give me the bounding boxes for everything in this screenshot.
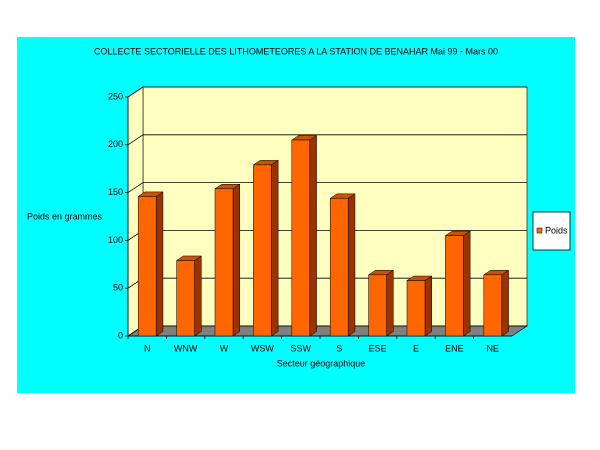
x-tick-label: S (336, 343, 342, 353)
bar-side (386, 269, 394, 337)
bar-side (309, 135, 317, 337)
y-tick-label: 200 (108, 139, 123, 149)
bar-side (424, 275, 432, 337)
y-tick-label: 250 (108, 91, 123, 101)
y-tick-label: 50 (113, 283, 123, 293)
bar-side (347, 193, 356, 337)
bar (214, 188, 234, 337)
legend-label: Poids (545, 225, 568, 235)
bar-side (271, 159, 279, 337)
bar (253, 164, 272, 337)
bar (406, 280, 426, 337)
y-tick-label: 100 (108, 235, 123, 245)
bar-side (155, 191, 164, 337)
bar (176, 260, 195, 337)
grid-line (127, 134, 144, 146)
x-tick-label: NE (487, 343, 500, 353)
bar (137, 196, 157, 337)
x-tick-label: ENE (445, 343, 464, 353)
y-tick-label: 0 (118, 330, 123, 340)
x-tick-label: ESE (369, 343, 387, 353)
bar (483, 274, 503, 337)
x-tick-label: N (144, 343, 151, 353)
grid-line (127, 86, 144, 98)
x-tick-label: WNW (174, 343, 198, 353)
bar (445, 235, 464, 337)
x-tick-label: SSW (291, 343, 312, 353)
bar (368, 274, 387, 337)
bar-side (501, 269, 509, 337)
bar (291, 139, 311, 337)
bar (329, 198, 349, 337)
y-tick-label: 150 (108, 187, 123, 197)
chart-title: COLLECTE SECTORIELLE DES LITHOMETEORES A… (94, 46, 498, 56)
bar-side (463, 230, 471, 337)
x-tick-label: W (220, 343, 229, 353)
bar-side (194, 255, 202, 337)
legend-swatch (536, 227, 543, 234)
x-tick-label: WSW (251, 343, 274, 353)
x-axis-label: Secteur géographique (277, 358, 366, 368)
bar-side (232, 183, 240, 337)
x-tick-label: E (413, 343, 419, 353)
grid-line (127, 182, 144, 193)
y-axis-label: Poids en grammes (27, 211, 103, 221)
